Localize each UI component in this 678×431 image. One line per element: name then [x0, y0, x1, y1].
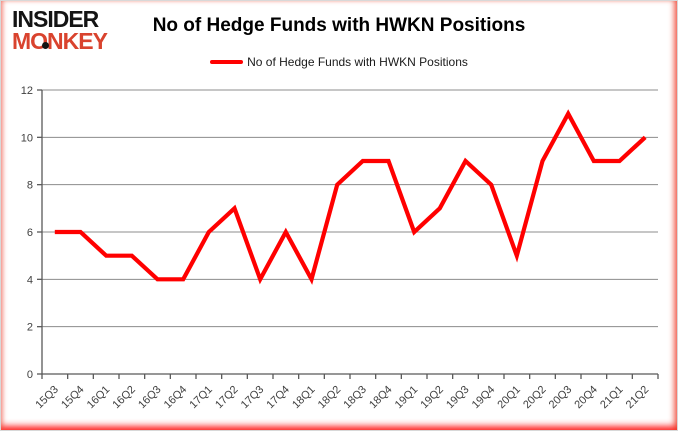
y-axis-label: 12	[21, 85, 33, 97]
x-axis-label: 16Q1	[85, 384, 113, 412]
y-axis-label: 10	[21, 132, 33, 144]
series-line-hwkn	[54, 109, 647, 285]
x-axis-label: 21Q2	[624, 384, 652, 412]
y-axis-label: 4	[27, 274, 33, 286]
x-axis-label: 18Q3	[341, 384, 369, 412]
x-axis-label: 16Q3	[136, 384, 164, 412]
y-axis-label: 2	[27, 322, 33, 334]
chart-svg: 02468101215Q315Q416Q116Q216Q316Q417Q117Q…	[21, 85, 659, 412]
legend-label: No of Hedge Funds with HWKN Positions	[247, 55, 468, 69]
monkey-eye-icon	[42, 42, 49, 49]
y-axis-label: 0	[27, 369, 33, 381]
legend: No of Hedge Funds with HWKN Positions	[0, 55, 678, 69]
x-axis-label: 15Q3	[33, 384, 61, 412]
x-axis-label: 19Q2	[418, 384, 446, 412]
insider-monkey-logo: INSIDER MONKEY	[12, 6, 108, 54]
line-chart: 0 2 4 6 8 10 12 15Q3 15Q4 16Q1 16Q2 16Q3 16Q4 17Q1 17Q…	[0, 78, 678, 431]
x-axis-label: 20Q1	[495, 384, 523, 412]
y-axis-label: 8	[27, 180, 33, 192]
legend-line-swatch	[210, 60, 244, 64]
chart-title: No of Hedge Funds with HWKN Positions	[152, 15, 526, 36]
x-axis-label: 17Q1	[187, 384, 215, 412]
x-axis-label: 18Q1	[290, 384, 318, 412]
y-axis-label: 6	[27, 227, 33, 239]
x-axis-label: 17Q2	[213, 384, 241, 412]
x-axis-label: 19Q1	[393, 384, 421, 412]
x-axis-label: 17Q4	[264, 384, 292, 412]
x-axis-label: 20Q4	[572, 384, 600, 412]
x-axis-label: 19Q4	[470, 384, 498, 412]
x-axis-label: 15Q4	[59, 384, 87, 412]
x-axis-label: 20Q2	[521, 384, 549, 412]
logo-text-insider: INSIDER	[12, 6, 99, 32]
x-axis-label: 19Q3	[444, 384, 472, 412]
x-axis-label: 21Q1	[598, 384, 626, 412]
x-axis-label: 17Q3	[239, 384, 267, 412]
x-axis-label: 18Q2	[316, 384, 344, 412]
x-axis-label: 16Q2	[110, 384, 138, 412]
x-axis-label: 20Q3	[547, 384, 575, 412]
x-axis-label: 16Q4	[162, 384, 190, 412]
x-axis-label: 18Q4	[367, 384, 395, 412]
logo-text-monkey: MONKEY	[12, 27, 108, 54]
